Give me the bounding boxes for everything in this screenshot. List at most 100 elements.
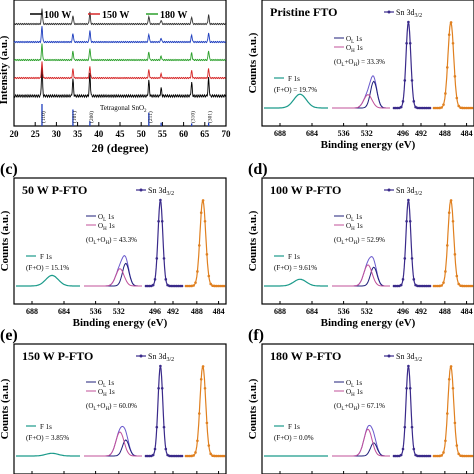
f-legend-label: F 1s [288,253,300,261]
o-legend-label: OH 1s [346,222,363,232]
panel-a-xtick-label: 45 [116,129,126,139]
xps-xtick-label: 484 [461,307,473,316]
xps-xtick-label: 684 [306,129,318,138]
data-point [447,211,451,215]
sn3d-left-curve [394,365,430,457]
data-point [159,198,162,202]
sn3d-left-curve [394,21,430,109]
data-point [446,66,449,69]
data-point [432,454,436,458]
data-point [209,452,212,456]
peak-label: (211) [147,111,154,123]
data-point [461,284,464,288]
o-legend-label: OL 1s [98,379,114,389]
data-point [412,100,416,103]
sn3d-left-curve [394,199,430,287]
panel-a-xtick-label: 35 [73,129,83,139]
data-point [425,284,428,288]
panel-frame [261,0,474,127]
data-point [144,284,148,288]
data-point [207,444,211,447]
xps-ylabel: Counts (a.u.) [247,378,259,439]
data-point [220,454,224,458]
panel-letter: (d) [248,161,268,178]
data-point [171,454,175,458]
xps-xtick-label: 684 [306,307,318,316]
data-point [218,284,222,288]
data-point [417,284,421,288]
data-point [192,454,195,457]
panel-a-xtick-label: 65 [200,129,210,139]
data-point [215,284,218,288]
data-point [198,412,201,415]
data-point [159,364,162,368]
o-legend-label: OH 1s [98,388,115,398]
data-point [153,447,157,451]
xps-xtick-label: 688 [26,307,38,316]
data-point [463,284,466,288]
data-point [461,454,464,458]
data-point [465,284,468,288]
data-point [455,96,459,100]
f-ratio-label: (F+O) = 0.0% [274,434,314,442]
o-ratio-label: (OL+OH) = 67.1% [334,402,385,412]
f-legend-label: F 1s [288,75,300,83]
data-point [169,454,173,458]
data-point [466,454,470,458]
data-point [442,281,445,284]
data-point [217,454,220,458]
data-point [453,75,457,78]
xps-xtick-label: 684 [58,307,70,316]
data-point [440,454,443,457]
xps-xtick-label: 492 [415,307,427,316]
data-point [449,365,453,368]
panel-title: 50 W P-FTO [22,183,87,197]
xps-ylabel: Counts (a.u.) [0,378,11,439]
sn3d-left-curve [146,365,182,457]
xps-xtick-label: 532 [361,129,373,138]
data-point [171,284,175,288]
f-legend-label: F 1s [40,253,52,261]
xps-xtick-label: 488 [439,307,451,316]
o-legend-label: OH 1s [346,388,363,398]
legend-150w: 150 W [102,10,129,21]
data-point [403,79,407,82]
data-point [470,454,474,458]
xps-ylabel: Counts (a.u.) [247,210,259,271]
sn-label: Sn 3d3/2 [396,8,422,19]
data-point [408,386,412,390]
xps-xtick-label: 496 [149,307,161,316]
data-point [428,454,432,458]
data-point [457,104,461,108]
data-point [401,100,405,103]
sn-legend-marker [387,188,391,192]
sn-legend-marker [139,188,143,192]
xps-xtick-label: 532 [361,307,373,316]
data-point [428,284,432,288]
data-point [408,219,412,223]
o1s-curve [332,424,390,457]
panel-letter: (e) [0,327,18,344]
data-point [459,454,462,458]
data-point [394,284,398,288]
xrd-trace [13,8,226,26]
data-point [468,454,472,458]
panel-a-xtick-label: 25 [31,129,41,139]
data-point [410,257,414,260]
data-point [186,284,190,288]
panel-a-legend: 100 W 150 W 180 W [30,10,187,21]
sn-legend-marker [387,354,391,358]
panel-a-xtick-label: 50 [137,129,147,139]
data-point [419,454,423,458]
data-point [207,274,211,278]
o-ratio-label: (OL+OH) = 43.3% [86,236,137,246]
panel-letter: (c) [0,161,18,178]
panel-a-xlabel: 2θ (degree) [91,141,148,155]
data-point [436,454,440,458]
data-point [199,378,203,381]
f1s-curve [264,93,328,109]
data-point [222,284,226,288]
panel-title: Pristine FTO [270,5,337,19]
data-point [446,244,449,247]
